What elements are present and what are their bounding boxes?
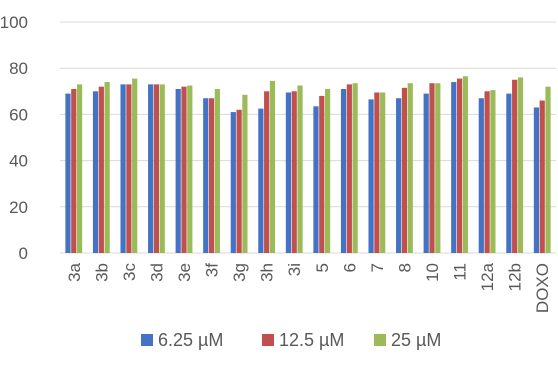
bar-3b-series-1 <box>92 91 99 253</box>
bar-7-series-2 <box>374 92 380 253</box>
x-category-label: 12b <box>506 263 525 291</box>
bar-3g-series-3 <box>242 94 248 253</box>
bar-3c-series-1 <box>120 84 126 254</box>
bar-3b-series-2 <box>98 86 104 254</box>
bar-12a-series-2 <box>484 91 490 253</box>
legend-label-2: 12.5 µM <box>279 330 344 350</box>
bar-8-series-1 <box>396 98 402 253</box>
bar-5-series-1 <box>313 106 319 253</box>
bar-3d-series-1 <box>148 84 154 254</box>
legend-swatch-1 <box>141 334 153 346</box>
bar-3i-series-1 <box>285 92 292 253</box>
bar-3e-series-2 <box>181 86 187 254</box>
x-category-label: 3b <box>92 263 111 282</box>
bar-10-series-1 <box>423 93 429 253</box>
bar-3d-series-2 <box>153 84 160 254</box>
bar-DOXO-series-2 <box>539 100 545 253</box>
legend-label-3: 25 µM <box>391 330 441 350</box>
bar-7-series-1 <box>368 99 374 253</box>
bar-11-series-1 <box>451 82 457 253</box>
bar-3a-series-3 <box>76 84 83 254</box>
x-category-label: 3e <box>175 263 194 282</box>
y-tick-label: 40 <box>9 152 28 171</box>
bar-10-series-2 <box>429 83 435 253</box>
x-category-label: 3h <box>258 263 277 282</box>
x-axis-categories: 3a 3b 3c 3d 3e 3f 3g 3h 3i 5 6 7 8 10 11 12a 12b DOXO <box>65 262 552 313</box>
bar-3e-series-3 <box>187 85 193 254</box>
bar-12a-series-3 <box>490 90 496 254</box>
x-category-label: 5 <box>313 263 332 272</box>
bar-11-series-3 <box>462 76 468 253</box>
bar-8-series-2 <box>401 87 408 254</box>
bar-3h-series-2 <box>264 91 270 253</box>
y-tick-label: 80 <box>9 59 28 78</box>
x-category-label: DOXO <box>533 263 552 313</box>
x-category-label: 11 <box>451 263 470 281</box>
bar-3e-series-1 <box>175 88 181 254</box>
bar-3g-series-1 <box>230 112 236 253</box>
bar-6-series-2 <box>346 84 352 254</box>
bar-3a-series-2 <box>71 88 77 254</box>
x-category-label: 3g <box>230 263 249 282</box>
x-category-label: 10 <box>423 263 442 282</box>
bar-8-series-3 <box>407 83 413 253</box>
bar-3f-series-2 <box>208 98 215 253</box>
x-category-label: 3c <box>120 263 139 281</box>
x-category-label: 12a <box>478 262 497 291</box>
bar-7-series-3 <box>380 92 386 253</box>
bar-3g-series-2 <box>236 109 242 253</box>
bar-12b-series-2 <box>512 79 518 253</box>
bar-10-series-3 <box>435 83 441 253</box>
bar-3d-series-3 <box>159 84 165 254</box>
bar-3f-series-1 <box>203 98 209 253</box>
gridlines <box>60 21 556 254</box>
y-tick-label: 60 <box>9 105 28 124</box>
bar-12b-series-1 <box>506 93 512 253</box>
legend: 6.25 µM 12.5 µM 25 µM <box>141 330 441 350</box>
bar-3h-series-3 <box>269 80 276 253</box>
x-category-label: 8 <box>395 263 414 272</box>
x-category-label: 3i <box>285 263 304 276</box>
bar-3h-series-1 <box>258 108 264 253</box>
x-category-label: 7 <box>368 263 387 272</box>
bar-DOXO-series-3 <box>545 86 551 254</box>
legend-swatch-2 <box>262 334 274 346</box>
bar-11-series-2 <box>456 78 463 253</box>
legend-label-1: 6.25 µM <box>158 330 223 350</box>
y-axis-ticks: 0 20 40 60 80 100 <box>0 13 28 263</box>
bar-5-series-2 <box>319 95 325 253</box>
bar-5-series-3 <box>324 88 331 254</box>
bar-3a-series-1 <box>65 93 71 253</box>
x-category-label: 3a <box>65 262 84 281</box>
x-category-label: 3f <box>203 263 222 277</box>
bar-3i-series-3 <box>297 85 303 254</box>
x-category-label: 6 <box>340 263 359 272</box>
y-tick-label: 0 <box>19 244 28 263</box>
bar-12a-series-1 <box>478 98 484 253</box>
x-category-label: 3d <box>147 263 166 282</box>
bar-DOXO-series-1 <box>533 107 540 253</box>
bar-6-series-1 <box>340 88 347 254</box>
bar-3c-series-3 <box>132 78 138 253</box>
bar-3i-series-2 <box>291 91 297 253</box>
legend-swatch-3 <box>374 334 386 346</box>
bar-3c-series-2 <box>126 84 132 254</box>
bar-3b-series-3 <box>104 82 110 253</box>
bar-12b-series-3 <box>517 77 524 253</box>
bar-3f-series-3 <box>214 88 220 254</box>
bar-6-series-3 <box>352 83 358 253</box>
bars <box>65 76 551 254</box>
y-tick-label: 100 <box>0 13 28 32</box>
y-tick-label: 20 <box>9 198 28 217</box>
